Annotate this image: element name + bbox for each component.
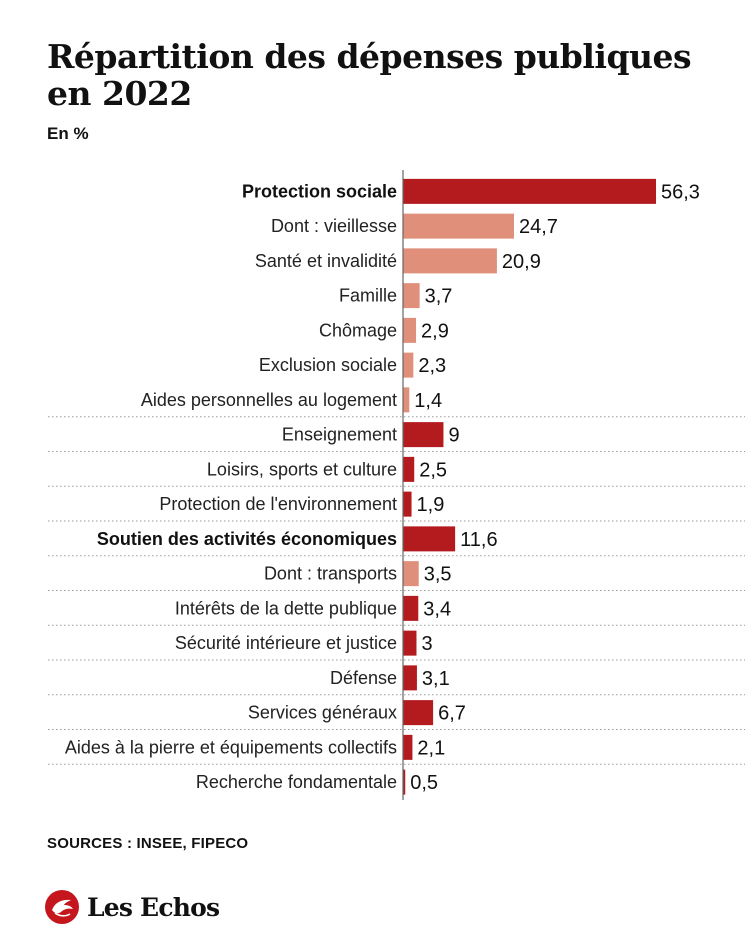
- sources-note: SOURCES : INSEE, FIPECO: [47, 835, 249, 852]
- bar: [403, 700, 434, 726]
- category-label: Dont : vieillesse: [271, 216, 397, 236]
- category-label: Chômage: [319, 320, 397, 340]
- value-label: 2,1: [417, 737, 445, 759]
- category-label: Soutien des activités économiques: [97, 529, 397, 549]
- value-label: 2,5: [419, 459, 447, 481]
- bar: [403, 526, 456, 552]
- category-label: Enseignement: [282, 425, 397, 445]
- category-label: Défense: [330, 668, 397, 688]
- category-label: Aides personnelles au logement: [141, 390, 397, 410]
- value-label: 3: [421, 633, 432, 655]
- bar: [403, 456, 415, 482]
- category-label: Intérêts de la dette publique: [175, 598, 397, 618]
- value-label: 1,4: [414, 390, 442, 412]
- bar-chart: Protection sociale 56,3 Dont : vieillesse 2…: [48, 170, 745, 800]
- chart-subtitle: En %: [47, 124, 89, 143]
- bar: [403, 317, 417, 343]
- bar: [403, 630, 417, 656]
- value-label: 3,1: [422, 668, 450, 690]
- category-label: Protection de l'environnement: [159, 494, 397, 514]
- bar: [403, 213, 514, 239]
- category-label: Santé et invalidité: [255, 251, 397, 271]
- bar: [403, 178, 656, 204]
- value-label: 6,7: [438, 703, 466, 725]
- bar: [403, 595, 419, 621]
- value-label: 3,5: [424, 564, 452, 586]
- category-label: Services généraux: [248, 703, 397, 723]
- category-label: Recherche fondamentale: [196, 772, 397, 792]
- value-label: 2,3: [418, 355, 446, 377]
- category-label: Exclusion sociale: [259, 355, 397, 375]
- value-label: 1,9: [417, 494, 445, 516]
- value-label: 0,5: [410, 772, 438, 794]
- category-label: Protection sociale: [242, 181, 397, 201]
- bar: [403, 491, 412, 517]
- les-echos-logo-text: Les Echos: [87, 892, 220, 922]
- value-label: 20,9: [502, 251, 541, 273]
- value-label: 2,9: [421, 320, 449, 342]
- bar: [403, 561, 419, 587]
- value-label: 11,6: [460, 529, 497, 551]
- bar: [403, 283, 420, 309]
- bar: [403, 387, 410, 413]
- value-label: 3,4: [423, 598, 451, 620]
- bar: [403, 248, 497, 274]
- bar: [403, 352, 414, 378]
- category-label: Famille: [339, 286, 397, 306]
- bar: [403, 769, 406, 795]
- value-label: 24,7: [519, 216, 558, 238]
- chart-title: Répartition des dépenses publiques en 20…: [47, 37, 692, 113]
- les-echos-logo: Les Echos: [45, 889, 220, 925]
- bar: [403, 734, 413, 760]
- value-label: 9: [448, 425, 459, 447]
- bar: [403, 422, 444, 448]
- category-label: Sécurité intérieure et justice: [175, 633, 397, 653]
- value-label: 3,7: [425, 286, 453, 308]
- value-label: 56,3: [661, 181, 700, 203]
- les-echos-logo-icon: [45, 890, 79, 924]
- category-label: Aides à la pierre et équipements collect…: [65, 737, 397, 757]
- bar: [403, 665, 417, 691]
- category-label: Loisirs, sports et culture: [207, 459, 397, 479]
- category-label: Dont : transports: [264, 564, 397, 584]
